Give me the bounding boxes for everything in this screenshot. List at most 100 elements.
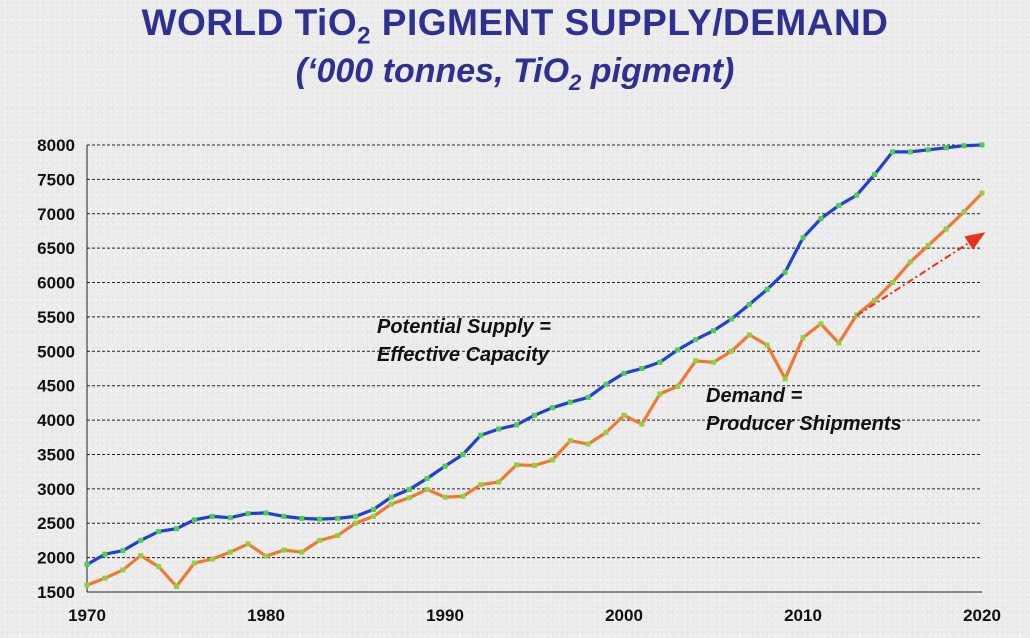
demand-point [961, 209, 967, 215]
supply-point [728, 316, 734, 322]
demand-line [86, 191, 984, 589]
supply-point [800, 235, 806, 241]
supply-point [102, 551, 108, 557]
supply-point [281, 513, 287, 519]
demand-point [675, 383, 681, 389]
chart-subtitle: (‘000 tonnes, TiO2 pigment) [295, 52, 735, 95]
series-group [84, 142, 986, 589]
supply-point [138, 537, 144, 543]
supply-series [84, 142, 985, 567]
y-tick-label: 5500 [37, 308, 75, 327]
supply-point [639, 366, 645, 371]
demand-point [711, 359, 716, 365]
y-tick-label: 7000 [37, 205, 75, 224]
demand-point [800, 335, 806, 341]
supply-point [424, 476, 430, 481]
demand-point [209, 556, 215, 562]
demand-point [174, 584, 179, 589]
demand-point [925, 242, 931, 248]
supply-point [156, 529, 162, 534]
annotations-group: Potential Supply = Effective Capacity Dema… [377, 316, 902, 435]
demand-point [532, 463, 537, 468]
supply-point [854, 192, 860, 198]
supply-point [907, 149, 913, 155]
demand-point [138, 553, 144, 559]
demand-point [299, 549, 305, 555]
demand-point [84, 582, 90, 588]
demand-point [943, 226, 949, 232]
demand-annotation: Demand = Producer Shipments [706, 385, 902, 435]
demand-point [728, 348, 734, 354]
supply-point [818, 216, 824, 222]
demand-point [514, 462, 520, 468]
gridlines [86, 144, 982, 593]
x-tick-label: 1970 [68, 606, 106, 625]
annotation-line: Producer Shipments [706, 413, 902, 435]
supply-point [890, 149, 895, 155]
demand-point [657, 391, 663, 397]
demand-point [281, 547, 287, 553]
demand-point [836, 340, 842, 346]
y-tick-label: 7500 [37, 170, 75, 189]
demand-point [764, 342, 770, 348]
demand-point [907, 259, 913, 265]
demand-point [460, 493, 466, 499]
supply-point [693, 337, 699, 343]
y-tick-label: 2000 [37, 549, 75, 568]
demand-point [979, 190, 985, 196]
supply-point [961, 143, 967, 149]
demand-point [370, 513, 376, 519]
supply-point [388, 494, 394, 500]
supply-point [84, 562, 90, 567]
supply-point [979, 142, 985, 148]
supply-point [317, 516, 323, 522]
supply-point [460, 452, 466, 457]
supply-point [406, 487, 412, 492]
demand-point [191, 560, 197, 566]
demand-point [585, 441, 591, 447]
demand-point [120, 567, 126, 573]
y-tick-label: 8000 [37, 136, 75, 155]
y-tick-label: 2500 [37, 514, 75, 533]
supply-point [675, 347, 681, 353]
trend-arrow [856, 232, 986, 317]
supply-point [442, 463, 448, 469]
supply-point [478, 432, 484, 438]
demand-point [442, 494, 448, 500]
demand-point [621, 412, 627, 418]
x-axis-ticks: 1970 1980 1990 2000 2010 2020 [68, 606, 1001, 625]
supply-annotation: Potential Supply = Effective Capacity [377, 316, 551, 366]
supply-point [872, 172, 878, 178]
supply-point [746, 302, 752, 307]
demand-point [496, 479, 502, 485]
supply-point [209, 513, 215, 519]
demand-point [872, 297, 878, 303]
supply-point [227, 515, 233, 521]
supply-point [764, 286, 770, 292]
demand-point [245, 541, 251, 547]
demand-point [227, 549, 233, 555]
supply-point [925, 147, 931, 153]
demand-point [156, 564, 162, 570]
demand-point [603, 430, 609, 435]
supply-point [782, 269, 788, 275]
demand-point [549, 457, 555, 463]
demand-point [746, 332, 752, 338]
y-tick-label: 4500 [37, 377, 75, 396]
demand-point [567, 438, 573, 444]
y-tick-label: 3500 [37, 445, 75, 464]
chart-title: WORLD TiO2 PIGMENT SUPPLY/DEMAND [141, 2, 889, 50]
supply-point [549, 405, 555, 411]
y-tick-label: 3000 [37, 480, 75, 499]
supply-point [120, 548, 126, 554]
x-tick-label: 1990 [426, 606, 464, 625]
supply-point [174, 526, 179, 532]
supply-point [263, 510, 269, 516]
x-tick-label: 1980 [247, 606, 285, 625]
supply-point [657, 359, 663, 365]
demand-point [693, 358, 699, 364]
demand-point [424, 487, 430, 492]
demand-point [639, 421, 645, 427]
demand-point [263, 553, 269, 559]
